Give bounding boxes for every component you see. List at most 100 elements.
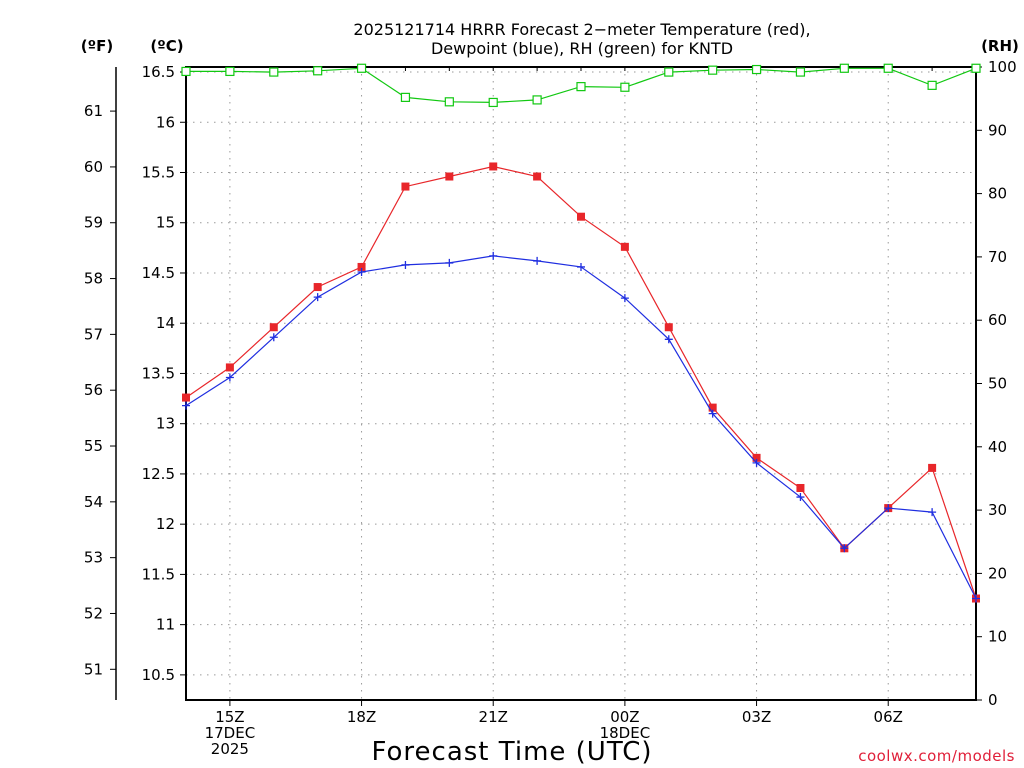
dewpoint-point (445, 258, 454, 267)
dewpoint-point (752, 458, 761, 467)
rh-point (225, 66, 235, 77)
fahrenheit-axis-label: (ºF) (81, 37, 113, 55)
temperature-point (752, 453, 761, 462)
rh-point (883, 63, 893, 73)
temperature-point (708, 403, 717, 412)
dewpoint-line (185, 255, 977, 599)
celsius-tick-label: 15 (156, 214, 175, 232)
rh-point (488, 97, 498, 108)
x-tick-label: 15Z (215, 708, 244, 726)
temperature-point (357, 262, 366, 271)
celsius-tick-label: 16.5 (142, 63, 175, 81)
celsius-tick-label: 16 (156, 113, 175, 131)
x-tick-label: 03Z (742, 708, 771, 726)
temperature-point (620, 242, 629, 251)
fahrenheit-tick-label: 59 (84, 214, 103, 232)
temperature-point (401, 182, 410, 191)
rh-tick-label: 100 (988, 58, 1017, 76)
dewpoint-point (313, 293, 322, 302)
dewpoint-point (182, 401, 190, 410)
fahrenheit-tick-label: 58 (84, 270, 103, 288)
celsius-tick-label: 12 (156, 515, 175, 533)
dewpoint-point (401, 260, 410, 269)
dewpoint-point (577, 262, 585, 271)
rh-point (971, 63, 981, 73)
celsius-tick-label: 14.5 (142, 264, 175, 282)
celsius-tick-label: 13 (156, 415, 175, 433)
celsius-tick-label: 15.5 (142, 164, 175, 182)
x-tick-label: 18Z (347, 708, 376, 726)
rh-tick-label: 60 (988, 311, 1007, 329)
celsius-axis-label: (ºC) (150, 37, 183, 55)
plot-frame (185, 66, 977, 701)
rh-tick-label: 30 (988, 501, 1007, 519)
rh-point (751, 64, 762, 75)
rh-point (664, 67, 674, 77)
chart-title-line-1: 2025121714 HRRR Forecast 2−meter Tempera… (353, 20, 810, 39)
fahrenheit-tick-label: 51 (84, 660, 103, 678)
rh-tick-label: 20 (988, 564, 1007, 582)
rh-tick-label: 40 (988, 438, 1007, 456)
fahrenheit-tick-label: 61 (84, 102, 103, 120)
rh-tick-label: 10 (988, 628, 1007, 646)
temperature-point (225, 363, 234, 372)
tick-labels: 10.5 11 11.5 12 12.5 13 13.5 14 14.5 15 15.5 16 16.5… (84, 58, 1017, 758)
rh-point (313, 66, 323, 76)
celsius-tick-label: 11 (156, 616, 175, 634)
rh-point (356, 63, 367, 73)
dewpoint-point (489, 251, 498, 260)
fahrenheit-tick-label: 57 (84, 325, 103, 343)
rh-point (927, 80, 937, 90)
chart-title-line-2: Dewpoint (blue), RH (green) for KNTD (431, 39, 733, 58)
fahrenheit-tick-label: 54 (84, 493, 103, 511)
dewpoint-point (796, 493, 805, 502)
celsius-tick-label: 14 (156, 314, 175, 332)
fahrenheit-tick-label: 55 (84, 437, 103, 455)
x-tick-label: 21Z (479, 708, 508, 726)
temperature-point (269, 323, 278, 332)
rh-point (444, 97, 454, 107)
x-axis-label: Forecast Time (UTC) (371, 737, 652, 767)
rh-point (532, 95, 542, 105)
rh-point (795, 67, 806, 77)
rh-point (400, 92, 411, 102)
rh-point (181, 66, 191, 77)
dewpoint-point (884, 504, 893, 513)
axes (110, 66, 982, 706)
rh-tick-label: 50 (988, 375, 1007, 393)
x-tick-label: 18DEC (600, 724, 651, 742)
dewpoint-point (928, 508, 937, 517)
celsius-tick-label: 12.5 (142, 465, 175, 483)
dewpoint-point (269, 333, 278, 342)
rh-axis-label: (RH) (981, 37, 1019, 55)
temperature-point (533, 172, 542, 181)
x-tick-label: 00Z (610, 708, 639, 726)
celsius-tick-label: 10.5 (142, 666, 175, 684)
temperature-point (489, 162, 498, 171)
dewpoint-point (533, 256, 542, 265)
temperature-point (928, 463, 937, 472)
fahrenheit-tick-label: 52 (84, 604, 103, 622)
dewpoint-point (708, 409, 717, 418)
x-tick-label: 17DEC (205, 724, 256, 742)
dewpoint-point (357, 267, 366, 276)
fahrenheit-tick-label: 60 (84, 158, 103, 176)
rh-point (269, 67, 279, 77)
grid-lines (186, 67, 976, 700)
temperature-point (577, 212, 585, 221)
temperature-line (185, 165, 977, 599)
dewpoint-point (840, 544, 849, 553)
fahrenheit-tick-label: 53 (84, 549, 103, 567)
rh-point (620, 82, 630, 92)
rh-tick-label: 70 (988, 248, 1007, 266)
temperature-point (664, 323, 673, 332)
rh-point (576, 82, 586, 92)
fahrenheit-tick-label: 56 (84, 381, 103, 399)
temperature-point (445, 172, 454, 181)
rh-point (839, 63, 849, 73)
data-series (181, 63, 981, 603)
dewpoint-point (972, 594, 980, 603)
dewpoint-point (620, 294, 629, 303)
rh-tick-label: 90 (988, 121, 1007, 139)
rh-point (708, 65, 718, 75)
